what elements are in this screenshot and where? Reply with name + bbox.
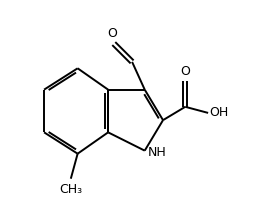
Text: O: O: [180, 65, 190, 78]
Text: CH₃: CH₃: [59, 183, 82, 196]
Text: O: O: [107, 27, 117, 40]
Text: OH: OH: [210, 106, 229, 119]
Text: NH: NH: [148, 146, 167, 159]
